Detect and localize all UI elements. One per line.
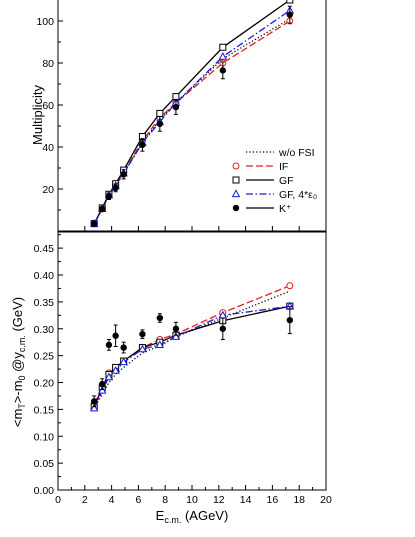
top-y-tick-label: 20 [42, 184, 54, 196]
bottom-gf4-line [93, 305, 290, 409]
bottom-kplus-point [156, 314, 164, 322]
multiplicity-axis-label: Multiplicity [30, 85, 45, 145]
top-y-tick-label: 80 [42, 58, 54, 70]
bottom-y-tick-label: 0.05 [34, 458, 55, 470]
bottom-y-tick-label: 0.40 [34, 270, 55, 282]
legend-gf-marker [232, 176, 240, 184]
bottom-kplus-point [112, 332, 119, 339]
bottom-kplus-point [219, 325, 227, 332]
bottom-kplus-point [172, 325, 180, 332]
legend-if-marker [232, 162, 240, 170]
bottom-y-tick-label: 0.25 [34, 351, 55, 363]
x-tick-label: 20 [320, 494, 332, 506]
x-tick-label: 16 [267, 494, 279, 506]
bottom-gf4-point [138, 344, 147, 353]
multiplicity-panel: 20 40 60 80 100 Multiplicity w/o FSI IF GF GF, … [30, 0, 327, 232]
bottom-if-point [286, 282, 294, 290]
legend-nofsi-label: w/o FSI [278, 147, 315, 159]
top-kplus-point [286, 11, 294, 18]
x-tick-label: 12 [213, 494, 225, 506]
x-tick-label: 0 [55, 494, 61, 506]
top-kplus-point [156, 120, 164, 128]
top-kplus-point [120, 171, 127, 178]
bottom-gf4-point [89, 403, 99, 412]
top-y-tick-label: 60 [42, 100, 54, 112]
energy-axis-label: Ec.m. (AGeV) [156, 508, 229, 525]
bottom-panel-frame [57, 231, 327, 491]
mt-axis-label: <mT>-m0 @yc.m. (GeV) [10, 297, 27, 427]
legend-if-label: IF [279, 161, 288, 173]
x-tick-label: 14 [240, 494, 252, 506]
legend-kplus-marker [232, 204, 240, 212]
bottom-y-tick-label: 0.00 [34, 485, 55, 497]
bottom-gf4-point [155, 340, 165, 348]
top-kplus-point [139, 141, 146, 149]
bottom-y-tick-label: 0.35 [34, 297, 55, 309]
legend-gf4-label: GF, 4*ε₀ [279, 189, 317, 201]
bottom-gf4-point [97, 385, 107, 394]
bottom-kplus-point [99, 380, 106, 388]
bottom-y-tick-label: 0.45 [34, 243, 55, 255]
top-y-tick-label: 100 [36, 16, 54, 28]
top-kplus-point [219, 67, 227, 74]
x-tick-label: 4 [109, 494, 115, 506]
bottom-y-tick-label: 0.30 [34, 324, 55, 336]
bottom-y-tick-label: 0.10 [34, 431, 55, 443]
top-kplus-point [112, 184, 119, 192]
top-kplus-point [90, 220, 98, 227]
mean-mt-panel: 0.00 0.05 0.10 0.15 0.20 0.25 0.30 0.35 0.40 0.45… [10, 226, 332, 525]
x-tick-label: 2 [82, 494, 88, 506]
bottom-kplus-point [139, 330, 146, 338]
legend-gf-label: GF [279, 175, 294, 187]
bottom-y-tick-label: 0.15 [34, 404, 55, 416]
bottom-kplus-point [286, 316, 294, 324]
top-gf4-point [218, 52, 228, 60]
top-kplus-point [99, 205, 106, 213]
bottom-kplus-point [120, 344, 127, 351]
top-kplus-point [172, 103, 180, 111]
legend: w/o FSI IF GF GF, 4*ε₀ K⁺ [231, 147, 317, 215]
top-gf-line [93, 0, 291, 224]
bottom-kplus-point [90, 398, 98, 405]
top-y-tick-label: 40 [42, 142, 54, 154]
top-gf-point [286, 0, 294, 4]
x-tick-label: 10 [186, 494, 198, 506]
top-gf-point [219, 43, 227, 51]
bottom-gf4-point [119, 357, 128, 366]
top-gf4-line [93, 9, 291, 225]
top-if-line [93, 20, 291, 225]
bottom-gf4-point [111, 366, 120, 374]
bottom-gf4-point [171, 332, 181, 340]
bottom-gf4-point [104, 372, 114, 381]
x-tick-label: 6 [135, 494, 141, 506]
legend-kplus-label: K⁺ [279, 203, 292, 215]
bottom-y-tick-label: 0.20 [34, 378, 55, 390]
x-tick-label: 18 [293, 494, 305, 506]
top-kplus-point [105, 193, 113, 200]
x-tick-label: 8 [162, 494, 168, 506]
legend-gf4-marker [231, 189, 241, 198]
top-nofsi-line [93, 18, 291, 225]
bottom-kplus-point [105, 341, 113, 349]
bottom-gf-line [93, 305, 290, 407]
top-gf-point [156, 109, 164, 117]
